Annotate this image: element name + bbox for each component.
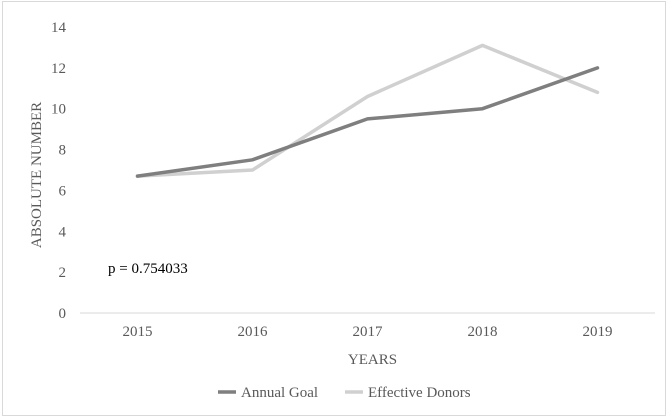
legend-label-effective-donors: Effective Donors <box>368 385 471 401</box>
x-axis-title: YEARS <box>348 352 397 368</box>
x-tick-label: 2019 <box>583 324 613 340</box>
y-axis-tick-labels: 0 2 4 6 8 10 12 14 <box>51 20 67 322</box>
x-tick-label: 2015 <box>123 324 153 340</box>
series-line-annual-goal <box>135 66 600 178</box>
y-tick-label: 14 <box>51 20 67 36</box>
y-tick-label: 8 <box>59 143 67 159</box>
y-tick-label: 10 <box>51 102 66 118</box>
y-axis-title: ABSOLUTE NUMBER <box>29 102 45 248</box>
x-tick-label: 2017 <box>353 324 384 340</box>
x-axis-tick-labels: 2015 2016 2017 2018 2019 <box>123 324 613 340</box>
y-tick-label: 4 <box>59 224 67 240</box>
y-tick-label: 2 <box>59 265 67 281</box>
x-tick-label: 2018 <box>468 324 498 340</box>
legend-label-annual-goal: Annual Goal <box>241 385 318 401</box>
p-value-annotation: p = 0.754033 <box>108 261 188 277</box>
series-lines <box>135 43 600 178</box>
series-line-effective-donors <box>135 43 600 178</box>
legend: Annual Goal Effective Donors <box>218 385 471 401</box>
y-tick-label: 12 <box>51 61 66 77</box>
x-tick-label: 2016 <box>238 324 269 340</box>
y-tick-label: 0 <box>59 306 67 322</box>
y-tick-label: 6 <box>59 183 67 199</box>
